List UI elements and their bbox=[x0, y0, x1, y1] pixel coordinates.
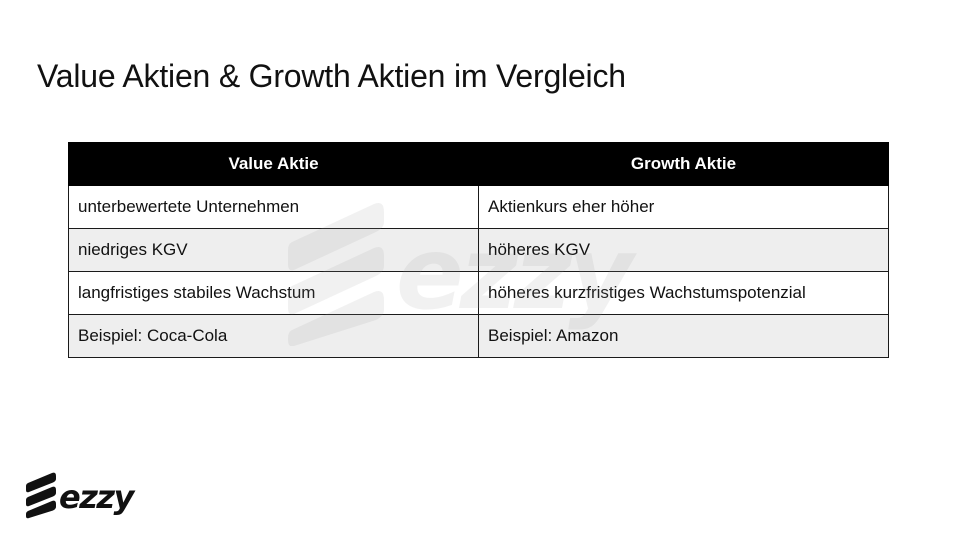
table-cell-growth: höheres kurzfristiges Wachstumspotenzial bbox=[478, 271, 889, 315]
column-header-growth: Growth Aktie bbox=[478, 142, 889, 186]
table-row: langfristiges stabiles Wachstum höheres … bbox=[68, 271, 889, 315]
brand-logo: ezzy bbox=[26, 470, 144, 520]
column-header-value: Value Aktie bbox=[68, 142, 479, 186]
logo-text: ezzy bbox=[59, 478, 135, 516]
table-cell-value: niedriges KGV bbox=[68, 228, 479, 272]
comparison-table: Value Aktie Growth Aktie unterbewertete … bbox=[68, 142, 889, 358]
ezzy-stripes-icon bbox=[26, 472, 56, 519]
table-cell-value: unterbewertete Unternehmen bbox=[68, 185, 479, 229]
table-row: unterbewertete Unternehmen Aktienkurs eh… bbox=[68, 185, 889, 229]
table-header-row: Value Aktie Growth Aktie bbox=[68, 142, 889, 186]
table-cell-value: Beispiel: Coca-Cola bbox=[68, 314, 479, 358]
table-cell-value: langfristiges stabiles Wachstum bbox=[68, 271, 479, 315]
table-cell-growth: höheres KGV bbox=[478, 228, 889, 272]
slide-title: Value Aktien & Growth Aktien im Vergleic… bbox=[37, 58, 626, 94]
table-row: niedriges KGV höheres KGV bbox=[68, 228, 889, 272]
table-row: Beispiel: Coca-Cola Beispiel: Amazon bbox=[68, 314, 889, 358]
table-cell-growth: Beispiel: Amazon bbox=[478, 314, 889, 358]
table-cell-growth: Aktienkurs eher höher bbox=[478, 185, 889, 229]
